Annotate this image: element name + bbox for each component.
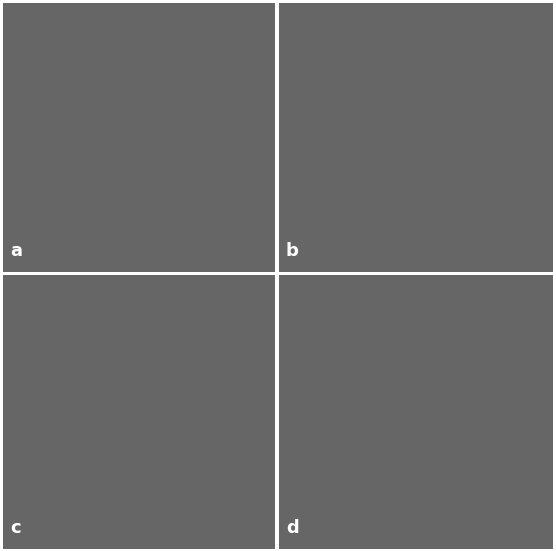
Text: a: a [10,242,22,260]
Text: d: d [286,518,299,537]
Text: c: c [10,518,21,537]
Text: b: b [286,242,299,260]
